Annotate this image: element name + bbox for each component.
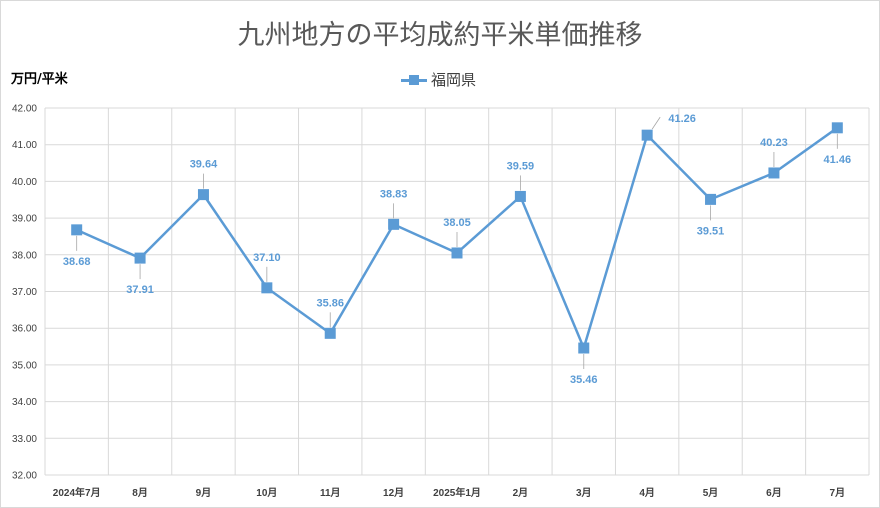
legend-marker-icon [401,74,427,86]
y-tick-label: 33.00 [12,434,37,445]
x-tick-label: 12月 [383,487,404,499]
y-tick-label: 32.00 [12,471,37,482]
legend: 福岡県 [401,69,476,90]
x-tick-label: 2月 [513,487,529,499]
y-tick-label: 42.00 [12,104,37,115]
x-tick-label: 3月 [576,487,592,499]
data-point-marker [831,122,843,134]
data-point-marker [705,193,717,205]
data-point-marker [514,190,526,202]
data-label: 35.46 [570,374,598,386]
x-tick-label: 4月 [639,487,655,499]
x-tick-label: 9月 [196,487,212,499]
data-label: 41.46 [824,154,852,166]
x-tick-label: 2025年1月 [433,486,481,499]
data-point-marker [261,282,273,294]
chart-title: 九州地方の平均成約平米単価推移 [237,20,643,51]
data-label: 39.51 [697,225,725,237]
y-axis-label: 万円/平米 [11,72,68,87]
data-label: 39.64 [190,159,218,171]
data-point-marker [134,252,146,264]
data-label: 38.83 [380,188,408,200]
legend-label: 福岡県 [431,71,477,89]
x-tick-label: 5月 [703,487,719,499]
data-label: 37.91 [126,284,154,296]
data-label: 39.59 [507,160,535,172]
y-tick-label: 34.00 [12,397,37,408]
data-label: 35.86 [316,297,344,309]
y-tick-label: 40.00 [12,177,37,188]
data-label: 37.10 [253,252,281,264]
data-label: 38.05 [443,217,471,229]
data-point-marker [197,189,209,201]
data-label: 38.68 [63,256,91,268]
data-label-leader [651,116,661,130]
data-point-marker [324,327,336,339]
data-point-marker [578,342,590,354]
x-tick-label: 7月 [830,487,846,499]
x-tick-label: 10月 [256,487,277,499]
data-point-marker [388,218,400,230]
y-tick-label: 38.00 [12,250,37,261]
data-point-marker [641,129,653,141]
y-tick-label: 41.00 [12,140,37,151]
y-tick-label: 35.00 [12,360,37,371]
y-tick-label: 37.00 [12,287,37,298]
data-point-marker [451,247,463,259]
y-tick-label: 36.00 [12,324,37,335]
x-tick-label: 8月 [132,487,148,499]
x-tick-label: 11月 [320,487,341,499]
x-tick-label: 6月 [766,487,782,499]
x-tick-label: 2024年7月 [53,486,101,499]
data-label: 40.23 [760,137,788,149]
data-point-marker [71,224,83,236]
data-label: 41.26 [668,113,696,125]
data-point-marker [768,167,780,179]
y-tick-label: 39.00 [12,214,37,225]
